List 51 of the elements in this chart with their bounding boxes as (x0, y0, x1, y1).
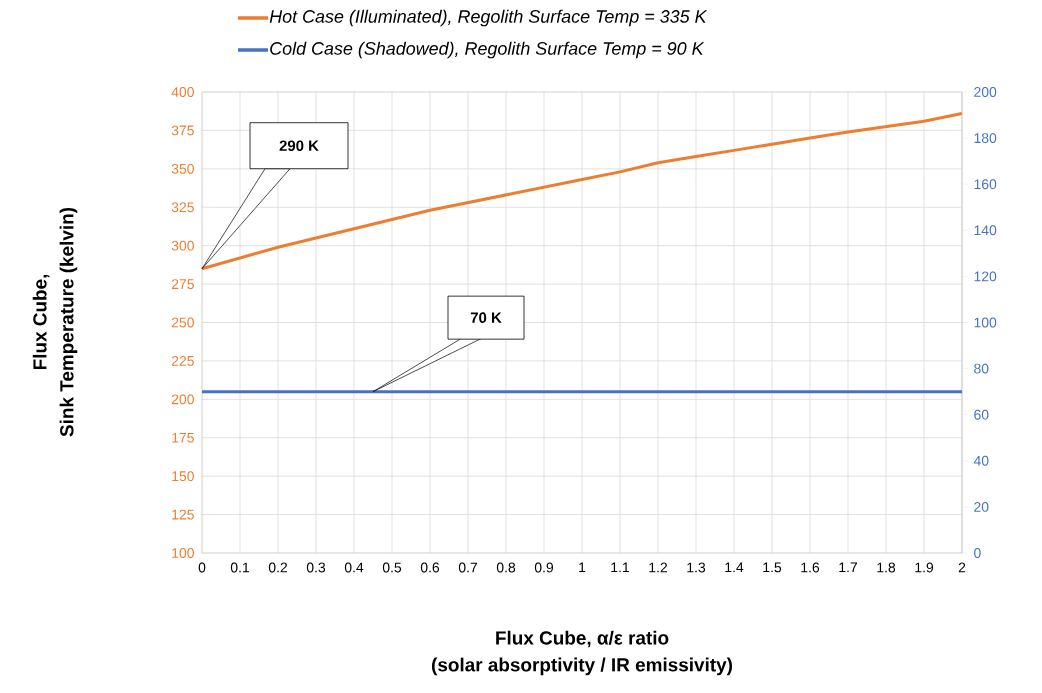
x-tick-label: 0.6 (420, 562, 440, 573)
x-tick-label: 1.1 (611, 562, 630, 573)
y2-tick-label: 200 (974, 87, 997, 97)
y-tick-label: 125 (172, 509, 194, 520)
x-tick-label: 2 (958, 562, 966, 573)
x-tick-label: 0.9 (534, 562, 554, 573)
x-tick-label: 0.5 (382, 562, 402, 573)
x-tick-label: 1.5 (763, 562, 782, 573)
x-tick-label: 1.6 (801, 562, 820, 573)
x-tick-label: 1.9 (915, 562, 934, 573)
x-tick-label: 1.2 (649, 562, 668, 573)
x-axis-title: Flux Cube, α/ε ratio (solar absorptivity / IR emissivity) (431, 630, 732, 676)
y-axis-title: Flux Cube, Sink Temperature (kelvin) (32, 207, 78, 437)
y2-tick-label: 80 (974, 363, 989, 374)
y-tick-label: 275 (171, 279, 194, 290)
y-tick-label: 375 (171, 125, 194, 136)
x-tick-label: 1.8 (877, 562, 896, 573)
x-tick-label: 0.4 (344, 562, 364, 573)
x-tick-label: 1 (579, 562, 586, 573)
legend-label: Cold Case (Shadowed), Regolith Surface Temp = 90 K (270, 41, 705, 59)
y2-tick-label: 180 (974, 133, 997, 144)
annotation: 70 K (470, 312, 502, 323)
y-tick-label: 400 (171, 87, 194, 97)
y-tick-label: 100 (172, 548, 194, 558)
annotation: 290 K (279, 140, 319, 151)
y2-tick-label: 0 (974, 548, 981, 558)
x-tick-label: 0.8 (496, 562, 516, 573)
x-tick-label: 1.7 (839, 562, 858, 573)
y-tick-label: 325 (171, 202, 194, 213)
y2-tick-label: 40 (973, 455, 989, 466)
x-tick-label: 0.3 (306, 562, 326, 573)
y-tick-label: 200 (171, 394, 194, 405)
x-tick-label: 0.2 (268, 562, 287, 573)
y2-tick-label: 120 (974, 271, 997, 282)
y-tick-label: 250 (171, 317, 194, 328)
y2-tick-label: 160 (974, 179, 997, 190)
y2-tick-label: 60 (974, 409, 989, 420)
y-tick-label: 175 (172, 432, 194, 443)
y-tick-label: 300 (171, 240, 194, 251)
x-tick-label: 0.1 (230, 562, 250, 573)
x-tick-label: 1.4 (725, 562, 744, 573)
y-tick-label: 350 (171, 163, 194, 174)
y2-tick-label: 100 (974, 317, 997, 328)
x-tick-label: 0 (198, 562, 206, 573)
y2-tick-label: 140 (974, 225, 997, 236)
y-tick-label: 150 (172, 471, 194, 482)
x-tick-label: 0.7 (458, 562, 477, 573)
legend-label: Hot Case (Illuminated), Regolith Surface Temp = 335 K (269, 9, 708, 27)
x-tick-label: 1.3 (687, 562, 706, 573)
y-tick-label: 225 (171, 355, 194, 366)
y2-tick-label: 20 (974, 501, 989, 512)
